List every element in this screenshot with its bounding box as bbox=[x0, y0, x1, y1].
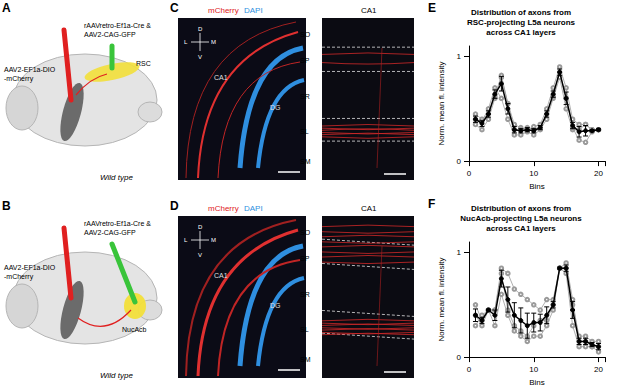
svg-text:DAPI: DAPI bbox=[244, 6, 263, 15]
svg-text:rAAVretro-Ef1a-Cre &AAV2-CAG-G: rAAVretro-Ef1a-Cre &AAV2-CAG-GFP bbox=[84, 22, 151, 38]
svg-text:mCherry: mCherry bbox=[208, 6, 239, 15]
svg-text:V: V bbox=[198, 252, 202, 258]
svg-text:1: 1 bbox=[457, 52, 462, 61]
svg-text:Distribution of axons from: Distribution of axons from bbox=[471, 204, 571, 213]
svg-text:SP: SP bbox=[300, 255, 310, 262]
svg-text:CA1: CA1 bbox=[214, 74, 228, 81]
svg-text:mCherry: mCherry bbox=[208, 204, 239, 213]
svg-text:Norm. mean fl. intensity: Norm. mean fl. intensity bbox=[437, 258, 446, 342]
svg-text:10: 10 bbox=[529, 365, 538, 374]
svg-text:M: M bbox=[211, 237, 216, 243]
svg-text:AAV2-EF1a-DIO-mCherry: AAV2-EF1a-DIO-mCherry bbox=[4, 66, 56, 83]
svg-text:SP: SP bbox=[300, 57, 310, 64]
svg-text:M: M bbox=[211, 39, 216, 45]
svg-text:Wild type: Wild type bbox=[100, 371, 133, 380]
svg-text:B: B bbox=[2, 199, 11, 213]
svg-text:V: V bbox=[198, 54, 202, 60]
svg-text:0: 0 bbox=[467, 169, 472, 178]
svg-text:across CA1 layers: across CA1 layers bbox=[486, 28, 556, 37]
svg-text:20: 20 bbox=[594, 365, 603, 374]
svg-text:CA1: CA1 bbox=[214, 272, 228, 279]
svg-text:Bins: Bins bbox=[529, 378, 545, 387]
svg-text:Bins: Bins bbox=[529, 182, 545, 191]
svg-text:across CA1 layers: across CA1 layers bbox=[486, 224, 556, 233]
svg-text:DG: DG bbox=[270, 104, 281, 111]
svg-text:L: L bbox=[184, 237, 188, 243]
svg-text:CA1: CA1 bbox=[361, 6, 377, 15]
svg-text:AAV2-EF1a-DIO-mCherry: AAV2-EF1a-DIO-mCherry bbox=[4, 264, 56, 281]
svg-text:L: L bbox=[184, 39, 188, 45]
svg-text:DAPI: DAPI bbox=[244, 204, 263, 213]
svg-text:D: D bbox=[198, 26, 203, 32]
svg-text:NucAcb: NucAcb bbox=[122, 326, 147, 333]
svg-text:SO: SO bbox=[300, 31, 311, 38]
svg-text:RSC: RSC bbox=[136, 60, 151, 67]
svg-text:10: 10 bbox=[529, 169, 538, 178]
svg-text:SM: SM bbox=[300, 158, 311, 165]
svg-text:0: 0 bbox=[457, 353, 462, 362]
svg-text:SR: SR bbox=[300, 291, 310, 298]
svg-text:1: 1 bbox=[457, 248, 462, 257]
svg-text:DG: DG bbox=[270, 302, 281, 309]
svg-text:F: F bbox=[428, 197, 435, 211]
svg-text:SM: SM bbox=[300, 356, 311, 363]
svg-text:Norm. mean fl. intensity: Norm. mean fl. intensity bbox=[437, 62, 446, 146]
svg-text:SO: SO bbox=[300, 229, 311, 236]
svg-text:rAAVretro-Ef1a-Cre &AAV2-CAG-G: rAAVretro-Ef1a-Cre &AAV2-CAG-GFP bbox=[84, 220, 151, 236]
svg-text:RSC-projecting L5a neurons: RSC-projecting L5a neurons bbox=[467, 18, 576, 27]
svg-text:CA1: CA1 bbox=[361, 204, 377, 213]
svg-text:Distribution of axons from: Distribution of axons from bbox=[471, 8, 571, 17]
svg-text:D: D bbox=[170, 199, 179, 213]
svg-text:Wild type: Wild type bbox=[100, 173, 133, 182]
svg-text:E: E bbox=[428, 1, 436, 15]
svg-text:C: C bbox=[170, 1, 179, 15]
svg-text:20: 20 bbox=[594, 169, 603, 178]
svg-text:D: D bbox=[198, 224, 203, 230]
svg-text:SL: SL bbox=[300, 128, 309, 135]
svg-text:0: 0 bbox=[467, 365, 472, 374]
svg-text:SL: SL bbox=[300, 326, 309, 333]
svg-text:0: 0 bbox=[457, 157, 462, 166]
svg-text:NucAcb-projecting L5a neurons: NucAcb-projecting L5a neurons bbox=[460, 214, 582, 223]
svg-text:A: A bbox=[2, 1, 11, 15]
svg-text:SR: SR bbox=[300, 93, 310, 100]
